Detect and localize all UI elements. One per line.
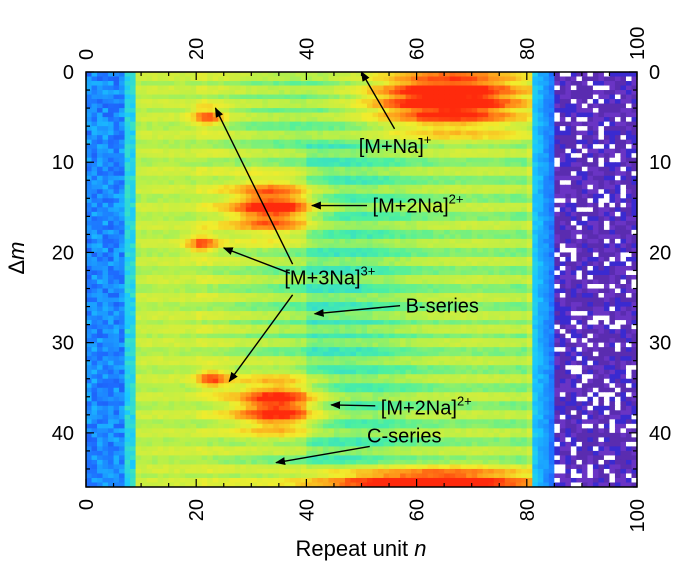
x-tick-label-top: 100 <box>627 27 649 60</box>
annotation-arrow <box>275 445 370 466</box>
y-tick-label-left: 20 <box>52 242 74 264</box>
y-tick-label-left: 30 <box>52 333 74 355</box>
y-tick-label-left: 0 <box>63 62 74 84</box>
heatmap-cells <box>86 72 637 487</box>
x-tick-label-bottom: 80 <box>517 499 539 521</box>
annotation-arrow <box>313 304 401 317</box>
y-tick-label-right: 30 <box>649 333 671 355</box>
x-tick-label-top: 0 <box>76 49 98 60</box>
y-tick-label-right: 40 <box>649 423 671 445</box>
x-tick-label-bottom: 0 <box>76 499 98 510</box>
annotation-arrow <box>228 294 294 383</box>
annotation-arrow <box>360 71 396 130</box>
y-tick-label-right: 20 <box>649 242 671 264</box>
annotation-label-m2na_top: [M+2Na]2+ <box>373 192 464 218</box>
annotation-arrow <box>214 107 294 265</box>
annotations: [M+Na]+ [M+2Na]2+ [M+3Na]3+ B-series [M+2Na]… <box>214 71 479 466</box>
y-tick-label-left: 40 <box>52 423 74 445</box>
x-tick-label-bottom: 40 <box>296 499 318 521</box>
y-tick-label-left: 10 <box>52 152 74 174</box>
x-tick-label-bottom: 60 <box>407 499 429 521</box>
y-axis-title: Δm <box>4 241 29 274</box>
annotation-label-cseries: C-series <box>367 426 441 448</box>
x-tick-label-top: 20 <box>186 38 208 60</box>
x-tick-label-bottom: 100 <box>627 499 649 532</box>
x-tick-label-top: 40 <box>296 38 318 60</box>
x-tick-label-top: 80 <box>517 38 539 60</box>
x-axis-title: Repeat unit n <box>296 536 427 561</box>
x-tick-label-top: 60 <box>407 38 429 60</box>
annotation-arrow <box>222 247 291 274</box>
annotation-arrow <box>330 401 376 410</box>
annotation-label-m2na_bot: [M+2Na]2+ <box>381 394 472 420</box>
x-tick-label-bottom: 20 <box>186 499 208 521</box>
y-tick-label-right: 10 <box>649 152 671 174</box>
annotation-label-bseries: B-series <box>406 296 479 318</box>
annotation-label-mna1: [M+Na]+ <box>359 132 432 158</box>
annotation-label-m3na: [M+3Na]3+ <box>284 264 375 290</box>
y-tick-label-right: 0 <box>649 62 660 84</box>
